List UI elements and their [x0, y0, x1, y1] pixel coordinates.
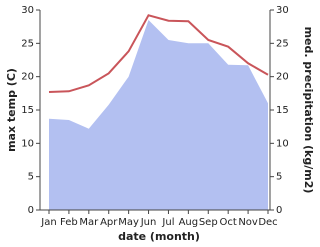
y2-tick-label: 25	[276, 38, 289, 49]
x-tick-label: Jan	[40, 217, 56, 228]
area	[49, 20, 268, 210]
x-tick-label: Aug	[179, 217, 199, 228]
x-axis-title: date (month)	[118, 230, 200, 243]
y-tick-label: 5	[28, 172, 34, 183]
x-tick-label: Jun	[140, 217, 157, 228]
y2-axis-title: med. precipitation (kg/m2)	[302, 27, 315, 194]
x-tick-label: Feb	[60, 217, 78, 228]
x-tick-label: Dec	[258, 217, 277, 228]
y2-tick-label: 5	[276, 172, 282, 183]
line	[48, 14, 269, 93]
y2-tick-label: 30	[276, 5, 289, 16]
y2-tick-label: 20	[276, 72, 289, 83]
y-tick-label: 10	[21, 138, 34, 149]
x-tick-label: Jul	[161, 217, 174, 228]
y-tick-label: 20	[21, 72, 34, 83]
x-tick-label: Sep	[199, 217, 218, 228]
x-tick-label: Nov	[238, 217, 258, 228]
x-tick-label: Apr	[100, 217, 118, 228]
y2-tick-label: 15	[276, 105, 289, 116]
y-tick-label: 0	[28, 205, 34, 216]
y-tick-label: 30	[21, 5, 34, 16]
x-tick-label: May	[118, 217, 139, 228]
y2-tick-label: 10	[276, 138, 289, 149]
x-tick-label: Oct	[220, 217, 237, 228]
y-tick-label: 15	[21, 105, 34, 116]
y2-tick-label: 0	[276, 205, 282, 216]
x-tick-label: Mar	[79, 217, 99, 228]
y-axis-title: max temp (C)	[5, 68, 18, 152]
y-tick-label: 25	[21, 38, 34, 49]
